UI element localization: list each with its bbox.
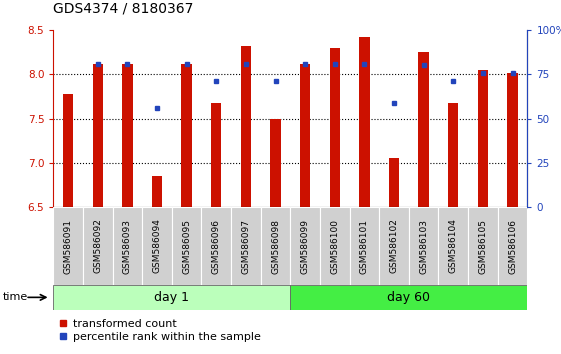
- Bar: [113, 207, 142, 285]
- Bar: [270, 119, 280, 207]
- Bar: [419, 52, 429, 207]
- Bar: [350, 207, 379, 285]
- Bar: [439, 207, 468, 285]
- Bar: [468, 207, 498, 285]
- Bar: [63, 94, 73, 207]
- Text: GSM586093: GSM586093: [123, 218, 132, 274]
- Bar: [478, 70, 488, 207]
- Bar: [320, 207, 350, 285]
- Bar: [379, 207, 409, 285]
- Bar: [290, 207, 320, 285]
- Text: GSM586103: GSM586103: [419, 218, 428, 274]
- Text: GSM586104: GSM586104: [449, 218, 458, 274]
- Bar: [152, 176, 162, 207]
- Bar: [53, 207, 83, 285]
- Text: GSM586100: GSM586100: [330, 218, 339, 274]
- Legend: transformed count, percentile rank within the sample: transformed count, percentile rank withi…: [59, 319, 261, 342]
- Bar: [290, 285, 527, 310]
- Text: GSM586097: GSM586097: [241, 218, 250, 274]
- Text: time: time: [3, 292, 28, 302]
- Bar: [211, 103, 222, 207]
- Bar: [93, 64, 103, 207]
- Bar: [122, 64, 132, 207]
- Text: day 60: day 60: [387, 291, 430, 304]
- Bar: [231, 207, 261, 285]
- Bar: [172, 207, 201, 285]
- Bar: [448, 103, 458, 207]
- Bar: [507, 73, 518, 207]
- Text: GSM586095: GSM586095: [182, 218, 191, 274]
- Text: GSM586094: GSM586094: [153, 218, 162, 274]
- Bar: [359, 37, 370, 207]
- Bar: [498, 207, 527, 285]
- Text: day 1: day 1: [154, 291, 189, 304]
- Text: GSM586106: GSM586106: [508, 218, 517, 274]
- Text: GSM586092: GSM586092: [93, 218, 102, 274]
- Bar: [83, 207, 113, 285]
- Bar: [142, 207, 172, 285]
- Text: GSM586102: GSM586102: [389, 218, 398, 274]
- Bar: [261, 207, 291, 285]
- Text: GSM586105: GSM586105: [479, 218, 488, 274]
- Bar: [389, 159, 399, 207]
- Bar: [181, 64, 192, 207]
- Text: GSM586096: GSM586096: [211, 218, 220, 274]
- Text: GSM586091: GSM586091: [63, 218, 72, 274]
- Text: GSM586101: GSM586101: [360, 218, 369, 274]
- Bar: [241, 46, 251, 207]
- Bar: [53, 285, 290, 310]
- Text: GSM586099: GSM586099: [301, 218, 310, 274]
- Text: GSM586098: GSM586098: [271, 218, 280, 274]
- Bar: [300, 64, 310, 207]
- Text: GDS4374 / 8180367: GDS4374 / 8180367: [53, 2, 194, 16]
- Bar: [201, 207, 231, 285]
- Bar: [329, 48, 340, 207]
- Bar: [409, 207, 439, 285]
